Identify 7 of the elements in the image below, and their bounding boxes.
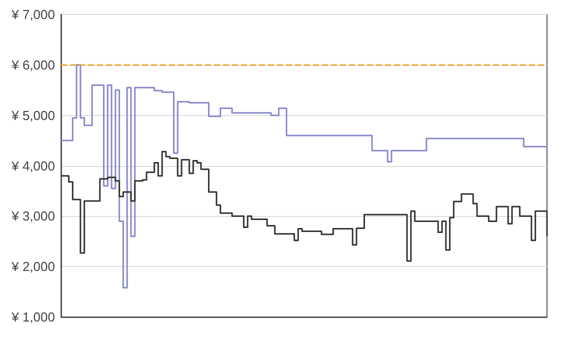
y-tick-label: ¥ 5,000 <box>10 108 55 123</box>
y-tick-label: ¥ 2,000 <box>10 259 55 274</box>
y-tick-label: ¥ 1,000 <box>10 310 55 324</box>
y-tick-label: ¥ 6,000 <box>10 57 55 72</box>
y-tick-label: ¥ 4,000 <box>10 158 55 174</box>
y-tick-label: ¥ 7,000 <box>10 7 55 22</box>
y-tick-label: ¥ 3,000 <box>10 208 55 224</box>
